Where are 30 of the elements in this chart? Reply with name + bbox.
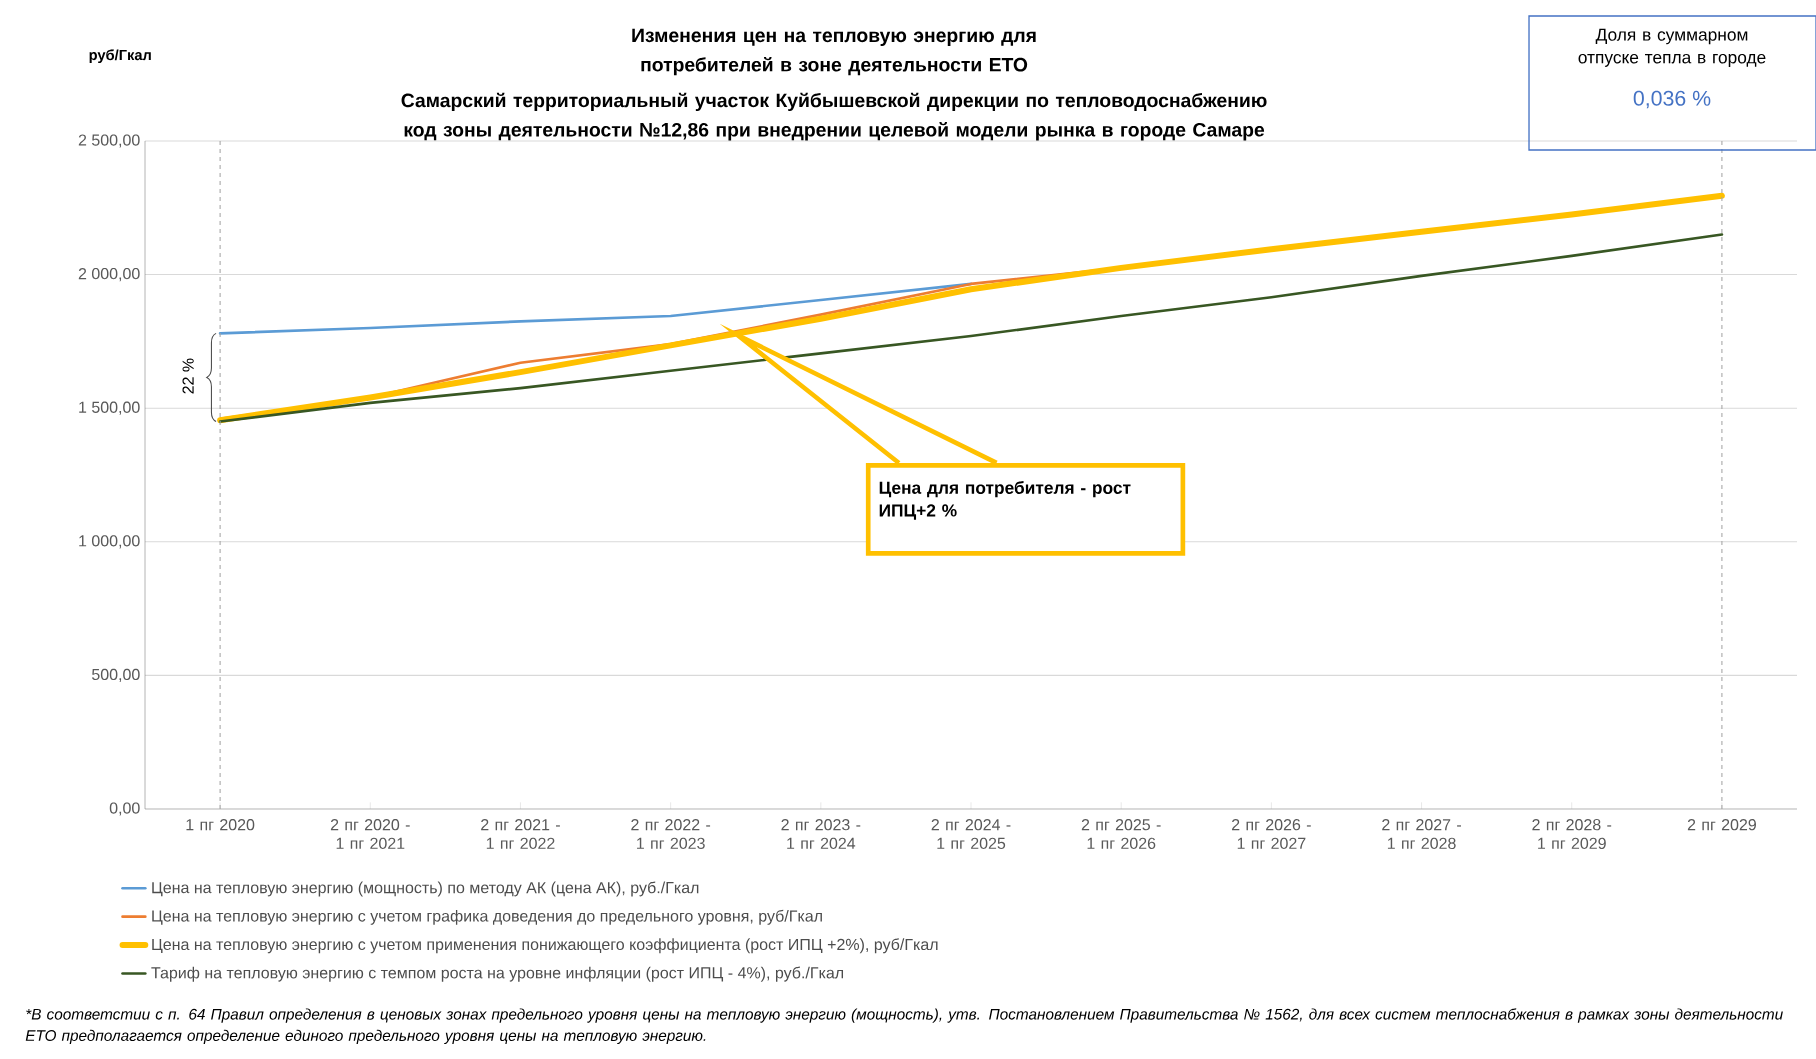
x-tick-label: 2 пг 2024 - 1 пг 2025 bbox=[931, 819, 1011, 850]
x-tick-label: 2 пг 2023 - 1 пг 2024 bbox=[781, 819, 861, 850]
line-series bbox=[218, 233, 1724, 423]
text: *В соответстии с п. 64 Правил определения в ценовых зонах предельного уровня цены на тепловую энергию (мощность), утв. Постановлением Правительства № 1562, для всех систем теплоснабжения в рамках зоны деятельности ЕТО предполагается определение единого предельного уровня цены на тепловую энергию. bbox=[25, 1008, 1783, 1045]
legend-label: Цена на тепловую энергию (мощность) по методу АК (цена АК), руб./Гкал bbox=[152, 881, 699, 897]
legend-label: Цена на тепловую энергию с учетом применения понижающего коэффициента (рост ИПЦ +2%), руб/Гкал bbox=[152, 938, 938, 954]
text: Доля в суммарном отпуске тепла в городе bbox=[1578, 28, 1766, 67]
y-tick-label: 2 000,00 bbox=[78, 267, 140, 282]
annotation: 22 % bbox=[182, 358, 194, 394]
y-tick-label: 2 500,00 bbox=[78, 134, 140, 148]
chart-subtitle: Самарский территориальный участок Куйбышевской дирекции по тепловодоснабжению код зоны деятельности №12,86 при внедрении целевой модели рынка в городе Самаре bbox=[401, 92, 1267, 141]
x-tick-label: 2 пг 2028 - 1 пг 2029 bbox=[1532, 819, 1612, 850]
x-tick-label: 2 пг 2026 - 1 пг 2027 bbox=[1232, 819, 1311, 850]
x-tick-label: 1 пг 2020 bbox=[186, 819, 255, 831]
x-tick-label: 2 пг 2021 - 1 пг 2022 bbox=[481, 819, 560, 850]
y-axis-title: руб/Гкал bbox=[89, 49, 151, 64]
text: 0,036 % bbox=[1633, 90, 1711, 109]
x-tick-label: 2 пг 2020 - 1 пг 2021 bbox=[330, 819, 410, 850]
legend-label: Тариф на тепловую энергию с темпом роста на уровне инфляции (рост ИПЦ - 4%), руб./Гкал bbox=[151, 966, 844, 982]
x-tick-label: 2 пг 2027 - 1 пг 2028 bbox=[1382, 819, 1461, 850]
y-tick-label: 500,00 bbox=[92, 668, 140, 682]
y-tick-label: 1 000,00 bbox=[79, 535, 140, 549]
x-tick-label: 2 пг 2025 - 1 пг 2026 bbox=[1081, 819, 1161, 850]
x-tick-label: 2 пг 2022 - 1 пг 2023 bbox=[631, 819, 711, 850]
y-tick-label: 1 500,00 bbox=[79, 401, 140, 415]
y-tick-label: 0,00 bbox=[109, 802, 140, 816]
annotation: Цена для потребителя - рост ИПЦ+2 % bbox=[879, 481, 1131, 520]
x-tick-label: 2 пг 2029 bbox=[1687, 819, 1756, 831]
legend-label: Цена на тепловую энергию с учетом графика доведения до предельного уровня, руб/Гкал bbox=[152, 909, 822, 925]
chart-title: Изменения цен на тепловую энергию для потребителей в зоне деятельности ЕТО bbox=[632, 28, 1036, 76]
